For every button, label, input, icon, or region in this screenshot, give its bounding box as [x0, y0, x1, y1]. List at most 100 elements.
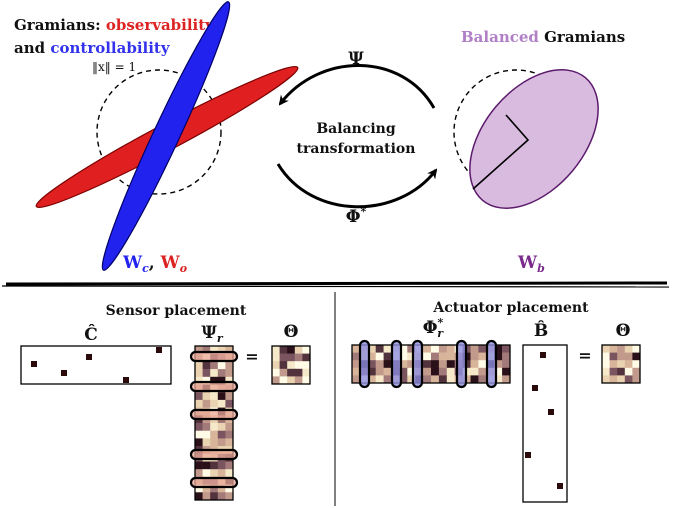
b-hat-entry [557, 483, 563, 489]
matrix-cell [602, 367, 610, 376]
matrix-cell [609, 352, 618, 361]
b-hat-entry [532, 385, 538, 391]
matrix-cell [352, 367, 361, 376]
matrix-cell [202, 492, 211, 501]
matrix-cell [210, 369, 219, 378]
c-hat-entry [156, 347, 162, 353]
matrix-cell [210, 492, 219, 501]
sensor-equals: = [245, 347, 258, 366]
matrix-cell [202, 369, 211, 378]
matrix-cell [225, 369, 234, 378]
matrix-cell [294, 376, 303, 385]
unit-norm-label: ‖x‖ = 1 [92, 60, 136, 74]
b-hat-entry [548, 409, 554, 415]
matrix-cell [609, 367, 618, 376]
gramians-title-line1: Gramians: observability [14, 16, 215, 34]
actuator-column-highlights [358, 339, 498, 389]
matrix-cell [225, 469, 234, 478]
matrix-cell [407, 360, 416, 369]
matrix-cell [632, 375, 641, 384]
matrix-cell [617, 345, 626, 353]
matrix-cell [624, 367, 633, 376]
matrix-cell [423, 352, 432, 361]
psi-r-label: Ψr [201, 323, 224, 345]
c-hat-entry [123, 377, 129, 383]
b-hat-entry [540, 352, 546, 358]
matrix-cell [272, 376, 280, 385]
matrix-cell [294, 346, 303, 354]
b-hat-label: B̂ [534, 321, 548, 341]
actuator-column-highlight [455, 339, 468, 389]
matrix-cell [352, 352, 361, 361]
matrix-cell [399, 345, 408, 353]
matrix-cell [423, 375, 432, 384]
matrix-cell [375, 360, 384, 369]
matrix-cell [195, 376, 203, 385]
matrix-cell [423, 360, 432, 369]
matrix-cell [407, 375, 416, 384]
matrix-cell [225, 423, 234, 431]
matrix-cell [225, 399, 234, 408]
matrix-cell [446, 367, 455, 376]
matrix-cell [195, 430, 203, 439]
matrix-cell [431, 375, 440, 384]
matrix-cell [446, 345, 455, 353]
matrix-cell [602, 375, 610, 384]
matrix-cell [217, 399, 226, 408]
matrix-cell [438, 375, 448, 384]
matrix-cell [617, 360, 626, 369]
matrix-cell [195, 399, 203, 408]
matrix-cell [446, 375, 455, 384]
matrix-cell [423, 345, 432, 353]
theta-sensor-border [271, 345, 311, 385]
matrix-cell [383, 375, 392, 384]
matrix-cell [494, 360, 503, 369]
matrix-cell [195, 492, 203, 501]
matrix-cell [210, 361, 219, 370]
matrix-cell [632, 360, 641, 369]
matrix-cell [446, 352, 455, 361]
c-hat-matrix [20, 345, 172, 385]
matrix-cell [217, 346, 226, 354]
matrix-cell [202, 399, 211, 408]
matrix-cell [225, 376, 234, 385]
sensor-row-highlight [189, 380, 239, 393]
matrix-cell [210, 376, 219, 385]
matrix-cell [294, 361, 303, 370]
matrix-cell [423, 367, 432, 376]
gramian-labels: Wc, Wo [122, 253, 187, 275]
matrix-cell [287, 376, 296, 385]
matrix-cell [210, 346, 219, 354]
matrix-cell [279, 353, 288, 362]
matrix-cell [502, 360, 511, 369]
matrix-cell [195, 392, 203, 401]
matrix-cell [294, 353, 303, 362]
matrix-cell [195, 346, 203, 354]
matrix-cell [624, 375, 633, 384]
matrix-cell [502, 345, 511, 353]
matrix-cell [431, 352, 440, 361]
matrix-cell [470, 345, 479, 353]
actuator-title: Actuator placement [432, 300, 589, 316]
sensor-row-highlight [189, 350, 239, 363]
matrix-cell [202, 430, 211, 439]
matrix-cell [202, 423, 211, 431]
matrix-cell [632, 345, 641, 353]
horizontal-divider [5, 281, 668, 286]
matrix-cell [494, 375, 503, 384]
balanced-title: Balanced Gramians [461, 28, 625, 46]
matrix-cell [470, 352, 479, 361]
matrix-cell [202, 438, 211, 447]
horizontal-divider-grit [1, 285, 670, 288]
matrix-cell [217, 492, 226, 501]
matrix-cell [217, 376, 226, 385]
matrix-cell [367, 367, 376, 376]
phi-r-star-label: Φ* r [423, 316, 445, 340]
matrix-cell [617, 367, 626, 376]
matrix-cell [494, 367, 503, 376]
matrix-cell [210, 392, 219, 401]
phi-star-label: Φ* [346, 205, 367, 227]
matrix-cell [302, 346, 311, 354]
matrix-cell [624, 360, 633, 369]
